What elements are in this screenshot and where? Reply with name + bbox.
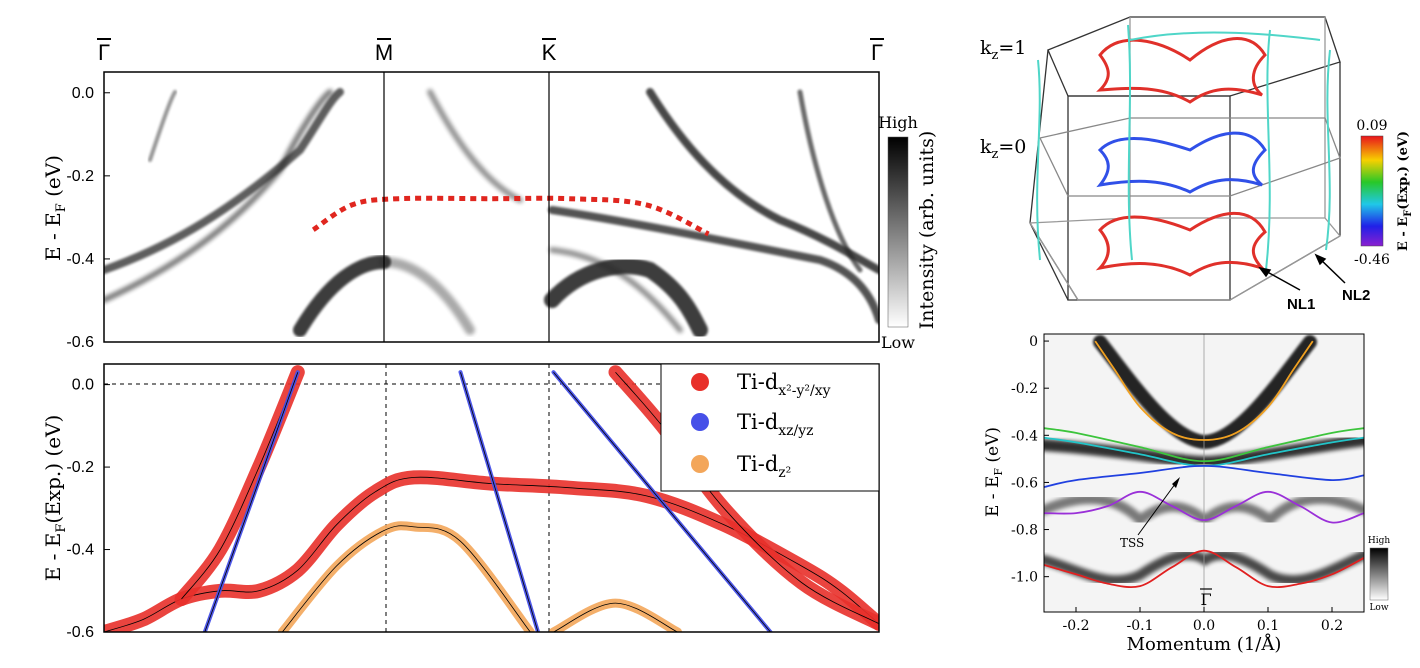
momentum-x-tick-label: 0.0 (1193, 618, 1215, 634)
band-series-4 (549, 598, 682, 632)
arpes-cut-y-tick-label: -0.2 (1011, 381, 1038, 397)
legend-marker-dz2 (691, 455, 709, 473)
cut-band-4 (1044, 490, 1364, 524)
arpes-y-tick-label: 0.0 (72, 85, 94, 102)
gamma-point-label: Γ (1200, 590, 1211, 609)
dft-legend: Ti-dx²-y²/xy Ti-dxz/yz Ti-dz² (660, 363, 880, 492)
colorbar-low-label: Low (881, 333, 915, 352)
arpes-intensity-map (104, 87, 879, 338)
nodal-line-1-loops (1095, 37, 1267, 277)
nodal-line-2 (1036, 24, 1331, 271)
arpes-dispersion-panel: Γ M K Γ 0.0 -0.2 -0.4 -0.6 E - EF (eV) High… (41, 38, 938, 352)
colorbar-intensity-label: Intensity (arb. units) (916, 131, 938, 330)
arpes-y-ticks: 0.0 -0.2 -0.4 -0.6 (66, 85, 110, 351)
arpes-y-label: E - EF (eV) (41, 155, 69, 261)
arpes-y-tick-label: -0.4 (66, 251, 94, 268)
red-dashed-line (311, 195, 710, 237)
cut-band-1 (1044, 427, 1364, 463)
red-dashed-overlay (311, 195, 710, 237)
dft-y-tick-label: -0.4 (66, 542, 94, 559)
momentum-x-label: Momentum (1/Å) (1127, 633, 1282, 655)
tss-arrowhead (1172, 477, 1180, 488)
band-series-line-3 (281, 525, 531, 632)
momentum-x-tick-label: -0.1 (1127, 618, 1154, 634)
tss-arrow (1137, 479, 1179, 536)
bz-colorbar-min: -0.46 (1354, 252, 1390, 268)
hsp-m: M (375, 40, 393, 65)
dft-band-series (104, 365, 879, 632)
bz-colorbar (1360, 135, 1384, 247)
hsp-k: K (542, 40, 557, 65)
arpes-cut-y-tick-label: -0.4 (1011, 428, 1038, 444)
band-series-line-7 (553, 371, 771, 632)
bz-colorbar-label: E - EF(Exp.) (eV) (1396, 131, 1414, 251)
momentum-x-tick-label: -0.2 (1063, 618, 1090, 634)
nl2-arrowhead (1314, 253, 1327, 266)
nl1-arrowhead (1258, 266, 1272, 278)
bz-colorbar-max: 0.09 (1356, 118, 1387, 134)
band-series-line-5 (204, 372, 299, 632)
arpes-cut-colorbar (1369, 547, 1389, 601)
band-series-1 (174, 365, 305, 606)
legend-marker-dxz (691, 413, 709, 431)
momentum-x-tick-label: 0.1 (1257, 618, 1279, 634)
arpes-cut-y-tick-label: -0.6 (1011, 475, 1038, 491)
arpes-cut-y-label: E - EF (eV) (983, 427, 1005, 517)
arpes-frame (103, 71, 880, 343)
arpes-cut-y-tick-label: -0.8 (1011, 523, 1038, 539)
band-series-line-2 (615, 371, 879, 625)
cut-band-3 (1044, 464, 1364, 488)
dft-y-ticks: 0.0 -0.2 -0.4 -0.6 (66, 377, 110, 641)
tss-annotation: TSS (1120, 536, 1144, 550)
hsp-gamma-left: Γ (98, 40, 110, 65)
hsp-gamma-right: Γ (871, 40, 883, 65)
colorbar-high-label: High (878, 113, 918, 132)
arpes-cut-y-tick-label: 0 (1029, 334, 1038, 350)
arpes-y-tick-label: -0.2 (66, 168, 94, 185)
arpes-cut-ticks: -0.2 -0.1 0.0 0.1 0.2 0 -0.2 -0.4 -0.6 -0.8 -1.0 (1011, 334, 1343, 634)
dft-y-tick-label: 0.0 (72, 377, 94, 394)
momentum-x-tick-label: 0.2 (1321, 618, 1343, 634)
arpes-cut-colorbar-high: High (1368, 536, 1390, 546)
arpes-colorbar (887, 136, 909, 328)
cut-band-5 (1044, 549, 1364, 589)
arpes-momentum-panel: -0.2 -0.1 0.0 0.1 0.2 0 -0.2 -0.4 -0.6 -0.8 -1.0 M… (983, 333, 1390, 655)
kz0-label: kz=0 (980, 136, 1026, 162)
legend-label-dx2y2: Ti-dx²-y²/xy (737, 370, 831, 399)
legend-label-dxz: Ti-dxz/yz (737, 410, 814, 439)
legend-label-dz2: Ti-dz² (737, 452, 791, 481)
dft-bands-panel: 0.0 -0.2 -0.4 -0.6 E - EF(Exp.) (eV) Ti-dx²… (41, 363, 880, 641)
arpes-cut-band-series (1044, 340, 1364, 589)
band-series-line-6 (460, 372, 539, 632)
dft-frame (103, 363, 880, 633)
arpes-cut-colorbar-low: Low (1369, 603, 1388, 613)
nl1-label: NL1 (1287, 296, 1315, 313)
cut-band-0 (1094, 340, 1314, 441)
band-series-line-4 (553, 602, 678, 632)
legend-marker-dx2y2 (691, 373, 709, 391)
arpes-y-tick-label: -0.6 (66, 334, 94, 351)
bz-prism-edges (1028, 16, 1341, 301)
arpes-cut-y-tick-label: -1.0 (1011, 570, 1038, 586)
dft-y-tick-label: -0.6 (66, 624, 94, 641)
dft-y-tick-label: -0.2 (66, 459, 94, 476)
nl2-label: NL2 (1342, 287, 1370, 304)
kz1-label: kz=1 (980, 37, 1026, 63)
brillouin-zone-panel: kz=1 kz=0 NL1 NL2 0.09 -0.46 E - EF(Exp.… (980, 16, 1414, 313)
dft-y-label: E - EF(Exp.) (eV) (41, 415, 69, 582)
